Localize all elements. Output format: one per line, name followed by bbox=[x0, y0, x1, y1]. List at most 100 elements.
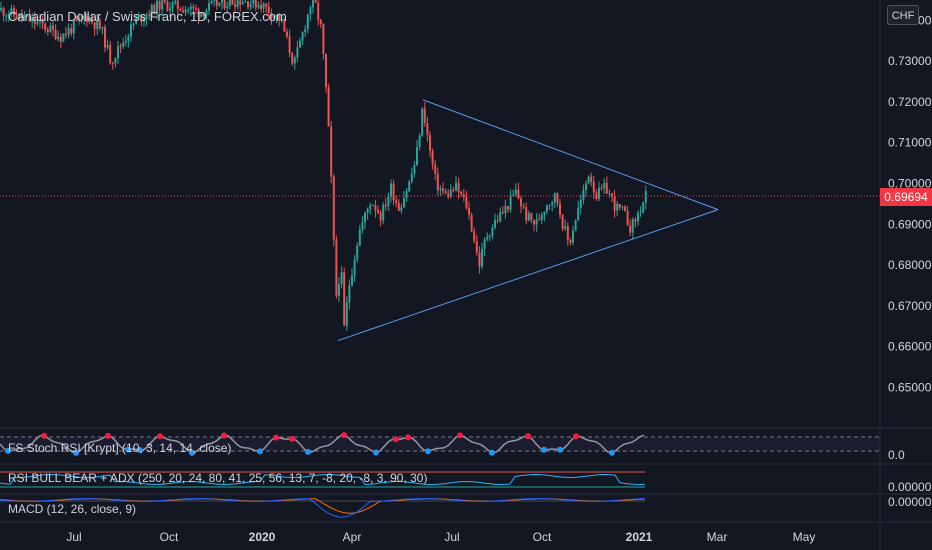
candle-body bbox=[54, 29, 57, 40]
candle-body bbox=[405, 191, 408, 199]
candle-body bbox=[140, 15, 143, 22]
currency-button[interactable]: CHF bbox=[887, 5, 919, 25]
candle-body bbox=[33, 17, 36, 24]
stoch-oversold-dot bbox=[189, 449, 195, 456]
candle-body bbox=[299, 40, 301, 48]
candle-body bbox=[145, 14, 148, 19]
candle-body bbox=[7, 14, 10, 16]
candle-body bbox=[429, 134, 431, 151]
candle-body bbox=[10, 8, 13, 15]
candle-body bbox=[374, 204, 377, 211]
trendline-upper bbox=[422, 99, 719, 211]
candle-body bbox=[561, 214, 564, 229]
stoch-axis-value: 0.0 bbox=[888, 448, 905, 462]
candle-body bbox=[239, 0, 242, 5]
candle-body bbox=[182, 10, 184, 13]
candle-body bbox=[611, 193, 613, 197]
candle-body bbox=[44, 23, 47, 30]
candle-body bbox=[0, 8, 2, 11]
candle-body bbox=[241, 2, 244, 5]
stoch-rsi-label[interactable]: FS Stoch RSI [Krypt] (10, 3, 14, 14, clo… bbox=[8, 441, 232, 455]
candle-body bbox=[75, 20, 78, 22]
candle-body bbox=[150, 4, 153, 16]
candle-body bbox=[566, 226, 569, 241]
candle-body bbox=[218, 2, 221, 6]
candle-body bbox=[608, 193, 611, 195]
candle-body bbox=[642, 202, 645, 213]
candle-body bbox=[572, 230, 574, 243]
candle-body bbox=[442, 188, 444, 192]
candle-body bbox=[260, 4, 262, 9]
candle-body bbox=[36, 21, 39, 24]
candle-body bbox=[449, 189, 452, 198]
candle-body bbox=[351, 275, 353, 286]
candle-body bbox=[317, 2, 320, 20]
stoch-oversold-dot bbox=[541, 446, 547, 453]
x-tick-label: Oct bbox=[533, 530, 552, 544]
candle-body bbox=[200, 13, 203, 17]
stoch-overbought-dot bbox=[341, 432, 347, 439]
candle-body bbox=[639, 212, 642, 214]
candle-body bbox=[353, 259, 356, 276]
candle-body bbox=[210, 1, 213, 3]
candle-body bbox=[5, 15, 8, 17]
candle-body bbox=[559, 203, 561, 215]
x-tick-label: 2021 bbox=[626, 530, 653, 544]
candle-body bbox=[70, 28, 73, 34]
candle-body bbox=[634, 219, 637, 222]
candle-body bbox=[543, 211, 546, 216]
candle-body bbox=[423, 108, 426, 123]
stoch-overbought-dot bbox=[105, 432, 111, 439]
rsi-bull-bear-label[interactable]: RSI BULL BEAR + ADX (250, 20, 24, 80, 41… bbox=[8, 471, 428, 485]
candle-body bbox=[143, 18, 145, 22]
candle-body bbox=[228, 0, 231, 7]
candle-body bbox=[65, 33, 67, 35]
candle-body bbox=[231, 0, 234, 5]
candle-body bbox=[202, 13, 205, 17]
stoch-oversold-dot bbox=[125, 446, 131, 453]
candle-body bbox=[595, 192, 598, 199]
candle-body bbox=[236, 0, 239, 7]
candle-body bbox=[166, 1, 169, 11]
rsi-bull-line bbox=[0, 473, 646, 486]
candle-body bbox=[132, 23, 135, 25]
candle-body bbox=[93, 22, 96, 29]
candle-body bbox=[408, 181, 411, 192]
candle-body bbox=[78, 17, 80, 21]
candle-body bbox=[624, 206, 626, 211]
stoch-overbought-dot bbox=[525, 433, 531, 440]
candle-body bbox=[319, 19, 322, 24]
candle-body bbox=[358, 229, 361, 246]
y-tick-label: 0.71000 bbox=[888, 136, 932, 150]
candle-body bbox=[579, 199, 582, 209]
candle-body bbox=[296, 47, 299, 58]
candle-body bbox=[205, 10, 208, 17]
stoch-overbought-dot bbox=[457, 432, 463, 439]
candle-body bbox=[462, 194, 465, 197]
candle-body bbox=[252, 0, 255, 4]
candle-body bbox=[507, 205, 509, 210]
candle-body bbox=[629, 225, 632, 233]
candle-body bbox=[366, 208, 369, 213]
candle-body bbox=[330, 126, 333, 177]
candle-body bbox=[223, 0, 226, 9]
candle-body bbox=[582, 189, 585, 200]
candle-body bbox=[436, 173, 439, 191]
candle-body bbox=[377, 210, 379, 214]
candle-body bbox=[127, 36, 130, 41]
candle-body bbox=[426, 122, 429, 135]
candle-body bbox=[57, 36, 60, 40]
x-tick-label: Jul bbox=[444, 530, 459, 544]
candle-body bbox=[88, 18, 91, 22]
candle-body bbox=[564, 226, 567, 229]
stoch-oversold-dot bbox=[373, 449, 379, 456]
stoch-overbought-dot bbox=[289, 435, 295, 442]
candle-body bbox=[356, 245, 359, 260]
candle-body bbox=[618, 203, 621, 208]
candle-body bbox=[371, 204, 374, 206]
candle-body bbox=[62, 33, 65, 42]
candle-body bbox=[343, 272, 346, 326]
candle-body bbox=[478, 252, 481, 267]
macd-label[interactable]: MACD (12, 26, close, 9) bbox=[8, 502, 137, 516]
